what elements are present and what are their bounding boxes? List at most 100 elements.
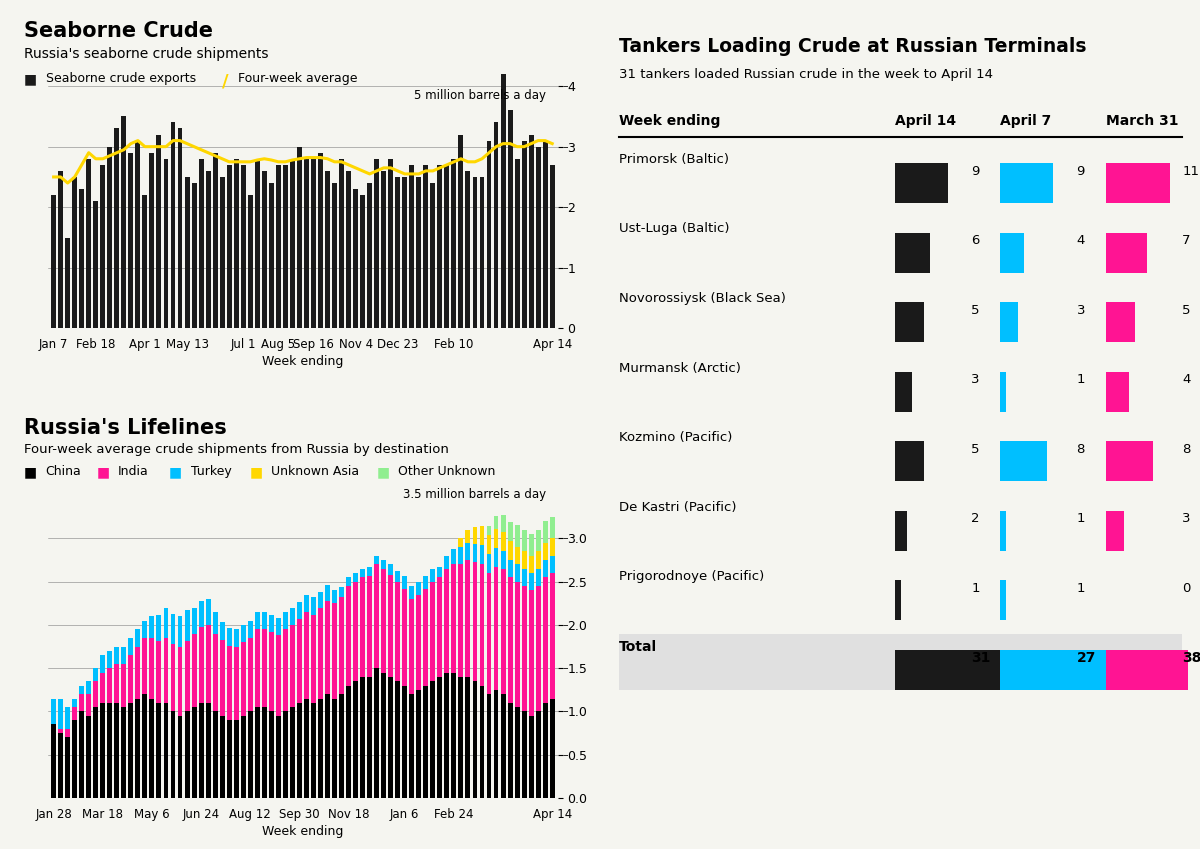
Text: Russia's seaborne crude shipments: Russia's seaborne crude shipments [24, 47, 269, 60]
Text: Primorsk (Baltic): Primorsk (Baltic) [619, 153, 730, 166]
Bar [416, 582, 421, 594]
Bar [114, 647, 119, 664]
Bar [65, 728, 70, 738]
Bar [262, 629, 266, 707]
FancyBboxPatch shape [1106, 441, 1153, 481]
Bar [185, 711, 190, 798]
Bar [205, 171, 210, 329]
Bar [156, 703, 162, 798]
Bar [199, 159, 204, 329]
Bar [212, 153, 217, 329]
Bar [283, 629, 288, 711]
Bar [346, 586, 352, 685]
Bar [170, 711, 175, 798]
Bar [269, 615, 274, 632]
Bar [150, 616, 155, 638]
Bar [451, 565, 456, 672]
Bar [529, 556, 534, 573]
Text: Four-week average: Four-week average [238, 72, 358, 85]
FancyBboxPatch shape [1001, 163, 1054, 203]
Bar [340, 587, 344, 597]
Bar [500, 551, 505, 569]
Text: Seaborne Crude: Seaborne Crude [24, 21, 214, 42]
Bar [500, 694, 505, 798]
Bar [107, 668, 113, 703]
Bar [290, 159, 295, 329]
Bar [409, 586, 414, 599]
Bar [311, 159, 316, 329]
FancyBboxPatch shape [895, 372, 912, 412]
Bar [402, 685, 407, 798]
Bar [508, 703, 512, 798]
Bar [340, 159, 344, 329]
Bar [542, 560, 547, 577]
Bar [247, 711, 253, 798]
Bar [121, 664, 126, 707]
Bar [311, 703, 316, 798]
FancyBboxPatch shape [895, 302, 924, 342]
Bar [290, 608, 295, 625]
Bar [367, 567, 372, 576]
Bar [143, 638, 148, 694]
Bar [58, 171, 64, 329]
Bar [522, 551, 527, 569]
Bar [458, 134, 463, 329]
Bar [101, 672, 106, 703]
Bar [493, 516, 498, 529]
Text: 1: 1 [1076, 374, 1085, 386]
Bar [529, 573, 534, 590]
Bar [522, 141, 527, 329]
Bar [515, 707, 520, 798]
Bar [493, 548, 498, 567]
Bar [136, 699, 140, 798]
FancyBboxPatch shape [895, 510, 906, 551]
Bar [382, 171, 386, 329]
Bar [318, 608, 323, 699]
Bar [163, 608, 168, 638]
Bar [143, 694, 148, 798]
Bar [332, 590, 337, 604]
Bar [458, 677, 463, 798]
Bar [128, 153, 133, 329]
Bar [318, 699, 323, 798]
Bar [515, 565, 520, 582]
Bar [360, 577, 365, 677]
Bar [409, 599, 414, 694]
Bar [486, 554, 492, 573]
Bar [332, 183, 337, 329]
Bar [220, 622, 224, 639]
FancyBboxPatch shape [1001, 233, 1024, 273]
Bar [101, 703, 106, 798]
Bar [65, 707, 70, 728]
Bar [451, 548, 456, 565]
FancyBboxPatch shape [1106, 372, 1129, 412]
Bar [212, 711, 217, 798]
Text: 1: 1 [971, 582, 979, 595]
Bar [269, 632, 274, 711]
Bar [227, 628, 232, 646]
Bar [389, 575, 394, 677]
Bar [473, 681, 478, 798]
Text: Russia's Lifelines: Russia's Lifelines [24, 418, 227, 438]
FancyBboxPatch shape [895, 580, 901, 621]
Bar [192, 183, 197, 329]
Bar [52, 195, 56, 329]
Bar [199, 601, 204, 627]
Bar [500, 569, 505, 694]
FancyBboxPatch shape [1106, 510, 1123, 551]
Bar [262, 612, 266, 629]
FancyBboxPatch shape [619, 634, 1182, 690]
Text: ■: ■ [97, 465, 109, 479]
FancyBboxPatch shape [1001, 302, 1018, 342]
Bar [508, 560, 512, 577]
Bar [424, 165, 428, 329]
Bar [185, 640, 190, 711]
Bar [431, 582, 436, 681]
FancyBboxPatch shape [1001, 510, 1007, 551]
Bar [283, 165, 288, 329]
Bar [296, 602, 302, 619]
Bar [94, 201, 98, 329]
Bar [508, 577, 512, 703]
Bar [192, 707, 197, 798]
Bar [79, 711, 84, 798]
